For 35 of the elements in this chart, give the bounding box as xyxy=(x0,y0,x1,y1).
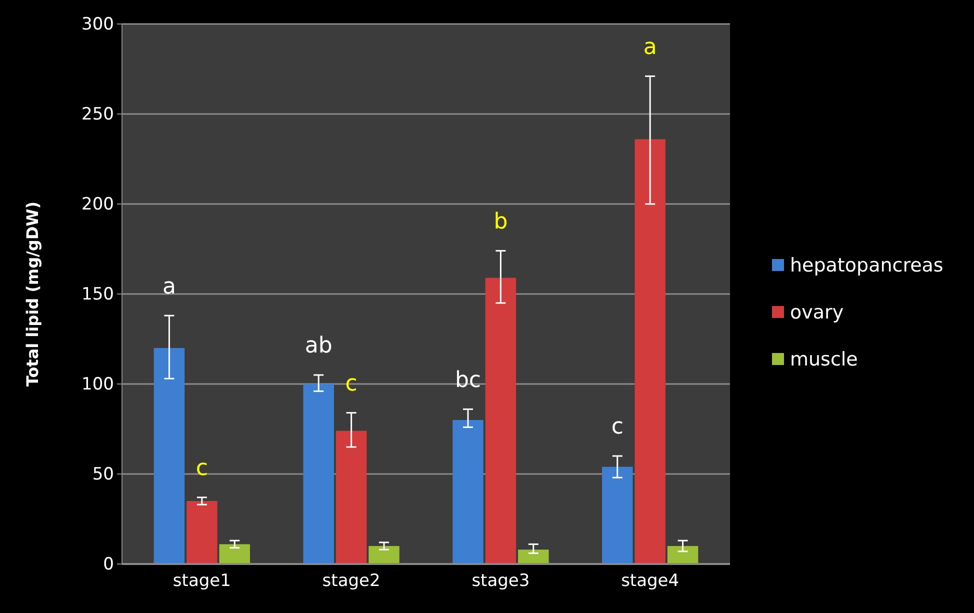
bar xyxy=(303,384,334,564)
bar xyxy=(154,348,185,564)
bar xyxy=(336,430,367,564)
bar xyxy=(602,466,633,564)
bar xyxy=(368,546,400,564)
bar xyxy=(186,501,218,564)
annotation: a xyxy=(643,34,657,60)
annotation: b xyxy=(494,210,508,234)
legend-label: ovary xyxy=(790,302,844,324)
legend-label: hepatopancreas xyxy=(790,254,944,277)
annotation: ab xyxy=(304,334,332,359)
bar xyxy=(634,139,666,564)
y-tick-label: 250 xyxy=(82,104,114,124)
y-tick-label: 150 xyxy=(82,284,114,304)
x-tick-label: stage3 xyxy=(472,571,530,592)
annotation: bc xyxy=(454,368,482,393)
legend-label: muscle xyxy=(790,348,858,371)
x-tick-label: stage1 xyxy=(172,571,231,592)
x-tick-label: stage4 xyxy=(621,571,680,592)
bar xyxy=(452,420,484,564)
y-tick-label: 0 xyxy=(103,554,114,574)
y-tick-label: 100 xyxy=(82,374,114,394)
bar xyxy=(219,544,250,564)
x-tick-label: stage2 xyxy=(322,571,380,592)
bar xyxy=(667,546,698,564)
annotation: c xyxy=(196,456,208,482)
y-tick-label: 50 xyxy=(92,464,114,484)
bar xyxy=(518,550,549,564)
bar xyxy=(485,278,516,564)
y-tick-label: 200 xyxy=(82,194,114,214)
annotation: c xyxy=(611,414,624,440)
annotation: a xyxy=(162,274,176,300)
annotation: c xyxy=(345,372,358,396)
y-axis-title: Total lipid (mg/gDW) xyxy=(23,201,42,387)
y-tick-label: 300 xyxy=(82,14,114,34)
